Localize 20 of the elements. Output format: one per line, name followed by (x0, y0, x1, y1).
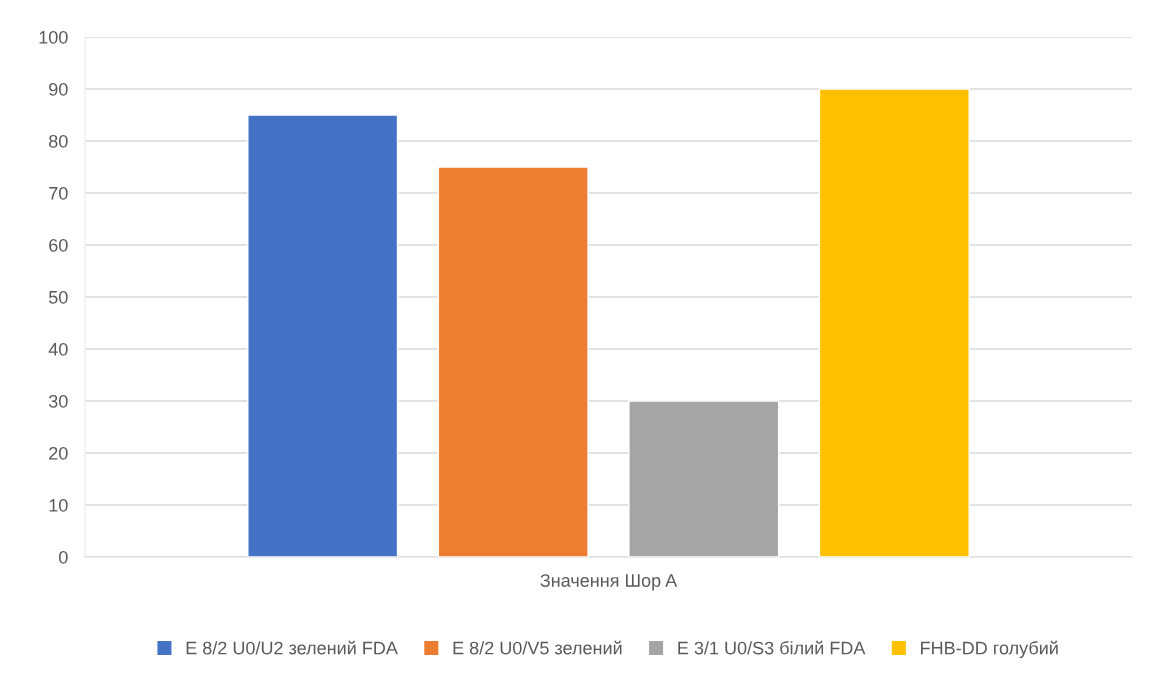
bar (437, 166, 589, 557)
y-tick-label: 10 (49, 498, 68, 512)
bar (818, 88, 970, 557)
legend-label: E 8/2 U0/U2 зелений FDA (186, 640, 398, 655)
y-tick-label: 20 (49, 446, 68, 460)
y-tick-label: 40 (48, 342, 68, 356)
bar (628, 400, 780, 557)
y-tick-label: 80 (49, 134, 68, 148)
y-tick-label: 30 (48, 394, 68, 408)
y-tick-label: 100 (39, 30, 68, 44)
legend-label: E 8/2 U0/V5 зелений (453, 640, 622, 655)
x-tick-label: Значення Шор A (540, 574, 678, 591)
legend-label: E 3/1 U0/S3 білий FDA (678, 640, 866, 655)
y-tick-label: 70 (49, 186, 68, 200)
y-tick-label: 60 (49, 238, 68, 252)
legend-label: FHB-DD голубий (921, 640, 1058, 658)
y-tick-label: 90 (49, 82, 68, 96)
y-tick-label: 0 (59, 550, 68, 564)
y-tick-label: 50 (48, 290, 68, 304)
bar (247, 114, 399, 557)
